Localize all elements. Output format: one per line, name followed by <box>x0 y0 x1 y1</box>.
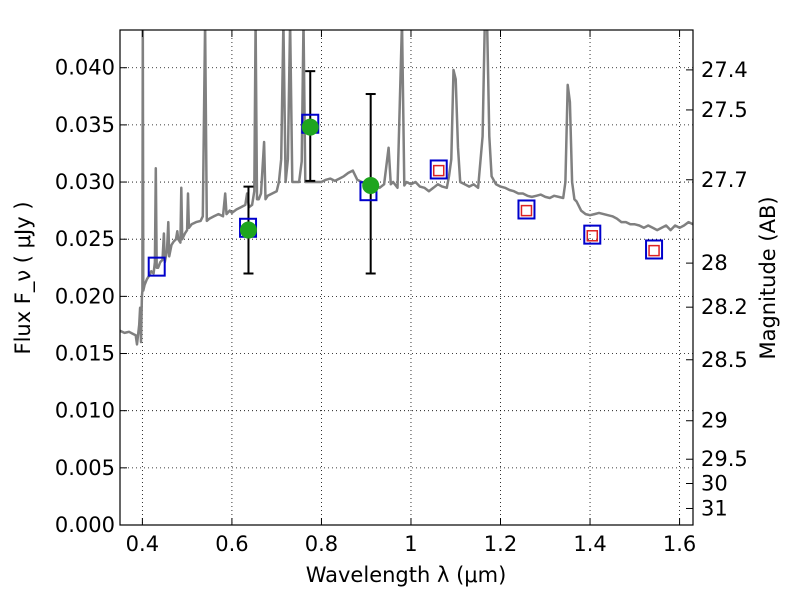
y-tick-label: 0.040 <box>55 56 115 80</box>
magnitude-tick-label: 29.5 <box>701 447 748 471</box>
y-tick-label: 0.035 <box>55 113 115 137</box>
measured-point <box>301 118 319 136</box>
magnitude-tick-label: 27.5 <box>701 98 748 122</box>
magnitude-tick-label: 27.4 <box>701 58 748 82</box>
x-tick-label: 0.4 <box>126 532 159 556</box>
x-tick-label: 1.6 <box>663 532 696 556</box>
model-square-red <box>520 204 533 217</box>
magnitude-tick-label: 27.7 <box>701 168 748 192</box>
x-tick-label: 1.2 <box>484 532 517 556</box>
grid <box>120 30 693 526</box>
y-tick-label: 0.020 <box>55 284 115 308</box>
y-tick-label: 0.025 <box>55 227 115 251</box>
y-tick-label: 0.030 <box>55 170 115 194</box>
measured-point <box>362 176 380 194</box>
model-square-blue <box>517 199 536 220</box>
x-tick-label: 0.6 <box>215 532 248 556</box>
y-tick-label: 0.010 <box>55 399 115 423</box>
measured-point <box>239 221 257 239</box>
ticks <box>120 30 693 526</box>
model-square-red <box>432 164 445 177</box>
y-tick-label: 0.005 <box>55 456 115 480</box>
magnitude-tick-label: 28.2 <box>701 295 748 319</box>
plot-frame <box>119 29 694 526</box>
y-tick-label: 0.015 <box>55 342 115 366</box>
y2-axis-title: Magnitude (AB) <box>756 196 780 359</box>
model-square-blue <box>645 239 664 260</box>
y-tick-label: 0.000 <box>55 513 115 537</box>
model-square-red <box>586 230 599 242</box>
magnitude-tick-label: 31 <box>701 496 728 520</box>
spectrum-line <box>120 30 693 346</box>
markers <box>147 113 664 277</box>
model-square-blue <box>429 159 448 180</box>
plot-background <box>120 30 693 525</box>
magnitude-tick-label: 28 <box>701 251 728 275</box>
y-tick-labels: 0.000 0.005 0.010 0.015 0.020 0.025 0.030 0.035… <box>55 56 115 537</box>
magnitude-tick-label: 30 <box>701 471 728 495</box>
model-square-blue <box>147 256 166 277</box>
magnitude-tick-label: 29 <box>701 409 728 433</box>
x-tick-labels: 0.4 0.6 0.8 1 1.2 1.4 1.6 <box>126 532 697 556</box>
y-axis-title: Flux F_ν ( μJy ) <box>11 201 36 354</box>
x-tick-label: 1.4 <box>573 532 606 556</box>
model-square-blue <box>583 224 602 245</box>
model-square-red <box>648 244 660 257</box>
x-tick-label: 0.8 <box>305 532 338 556</box>
x-axis-title: Wavelength λ (μm) <box>306 563 507 587</box>
magnitude-tick-label: 28.5 <box>701 348 748 372</box>
x-tick-label: 1 <box>404 532 417 556</box>
